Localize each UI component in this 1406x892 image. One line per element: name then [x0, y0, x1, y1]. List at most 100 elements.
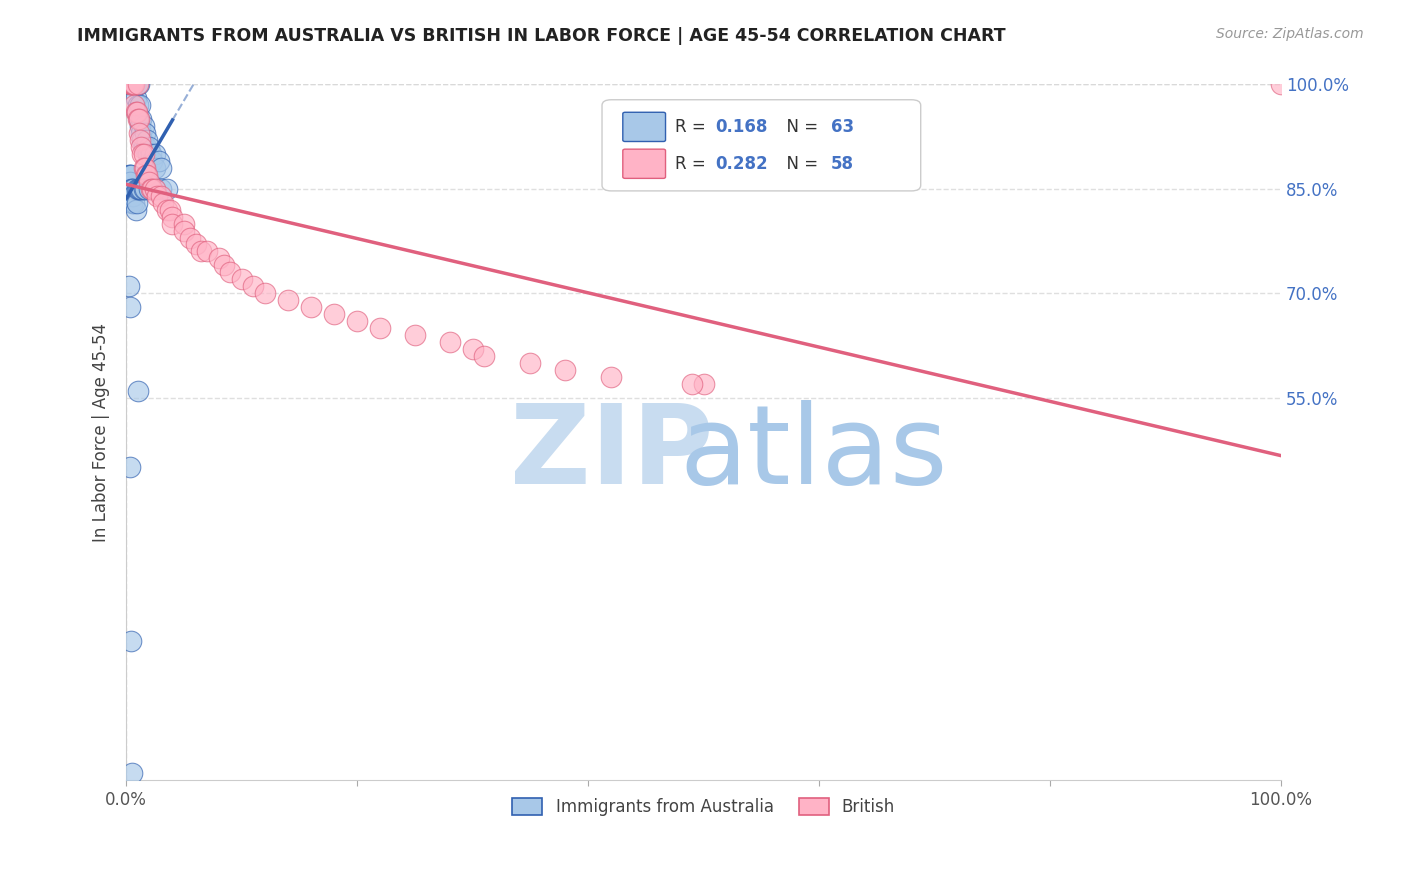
- Text: R =: R =: [675, 118, 711, 136]
- Point: [156, 182, 179, 196]
- Text: 0.282: 0.282: [716, 155, 768, 173]
- Point: [1270, 78, 1292, 92]
- Point: [173, 217, 195, 231]
- FancyBboxPatch shape: [623, 112, 665, 142]
- Point: [132, 147, 155, 161]
- Text: 0.168: 0.168: [716, 118, 768, 136]
- Point: [152, 195, 174, 210]
- Text: 58: 58: [831, 155, 853, 173]
- Point: [118, 460, 141, 475]
- Point: [519, 356, 541, 370]
- Point: [131, 112, 153, 127]
- Point: [135, 168, 157, 182]
- Point: [120, 78, 142, 92]
- Point: [125, 105, 148, 120]
- FancyBboxPatch shape: [623, 149, 665, 178]
- Point: [124, 105, 146, 120]
- Point: [132, 182, 155, 196]
- Point: [131, 182, 153, 196]
- Point: [118, 175, 141, 189]
- Point: [242, 279, 264, 293]
- Point: [127, 78, 149, 92]
- Point: [156, 202, 179, 217]
- Point: [681, 376, 703, 391]
- Point: [129, 119, 152, 133]
- Text: N =: N =: [776, 155, 824, 173]
- Point: [134, 126, 156, 140]
- Point: [149, 182, 172, 196]
- Text: IMMIGRANTS FROM AUSTRALIA VS BRITISH IN LABOR FORCE | AGE 45-54 CORRELATION CHAR: IMMIGRANTS FROM AUSTRALIA VS BRITISH IN …: [77, 27, 1005, 45]
- Point: [277, 293, 299, 307]
- Point: [136, 168, 159, 182]
- Point: [370, 321, 392, 335]
- Point: [162, 210, 184, 224]
- Point: [122, 188, 145, 202]
- Point: [184, 237, 207, 252]
- Point: [131, 147, 153, 161]
- Point: [127, 98, 149, 112]
- Point: [146, 188, 169, 202]
- Point: [117, 78, 139, 92]
- Point: [120, 634, 142, 648]
- Point: [121, 78, 143, 92]
- Y-axis label: In Labor Force | Age 45-54: In Labor Force | Age 45-54: [93, 323, 110, 541]
- Point: [127, 384, 149, 398]
- Point: [136, 133, 159, 147]
- Point: [472, 349, 495, 363]
- Point: [143, 182, 166, 196]
- Point: [149, 188, 172, 202]
- Point: [299, 300, 322, 314]
- Point: [127, 78, 149, 92]
- Point: [118, 78, 141, 92]
- Point: [132, 161, 155, 175]
- Point: [141, 182, 163, 196]
- Point: [118, 300, 141, 314]
- Point: [219, 265, 242, 279]
- Point: [135, 140, 157, 154]
- Point: [117, 168, 139, 182]
- Point: [323, 307, 346, 321]
- Point: [439, 334, 461, 349]
- Point: [124, 78, 146, 92]
- Point: [124, 78, 146, 92]
- Point: [143, 147, 166, 161]
- Point: [125, 182, 148, 196]
- Point: [128, 126, 150, 140]
- Point: [124, 91, 146, 105]
- Point: [117, 279, 139, 293]
- Point: [208, 252, 231, 266]
- Point: [138, 182, 160, 196]
- Point: [122, 78, 145, 92]
- Point: [159, 202, 181, 217]
- Point: [131, 133, 153, 147]
- Point: [148, 153, 170, 168]
- Point: [127, 78, 149, 92]
- Point: [143, 161, 166, 175]
- Point: [129, 133, 152, 147]
- Point: [128, 112, 150, 127]
- Point: [138, 140, 160, 154]
- Point: [120, 182, 142, 196]
- Point: [121, 188, 143, 202]
- Point: [131, 126, 153, 140]
- Point: [120, 168, 142, 182]
- Point: [124, 78, 146, 92]
- Point: [124, 78, 146, 92]
- Point: [122, 78, 145, 92]
- Text: ZIP: ZIP: [509, 400, 713, 507]
- Point: [121, 78, 143, 92]
- Point: [128, 182, 150, 196]
- Point: [143, 182, 166, 196]
- Point: [149, 161, 172, 175]
- Point: [139, 147, 162, 161]
- Point: [136, 147, 159, 161]
- Point: [125, 195, 148, 210]
- Point: [120, 78, 142, 92]
- Point: [121, 78, 143, 92]
- Point: [122, 78, 145, 92]
- Point: [132, 119, 155, 133]
- Point: [118, 78, 141, 92]
- Point: [162, 217, 184, 231]
- Point: [346, 314, 368, 328]
- Point: [124, 195, 146, 210]
